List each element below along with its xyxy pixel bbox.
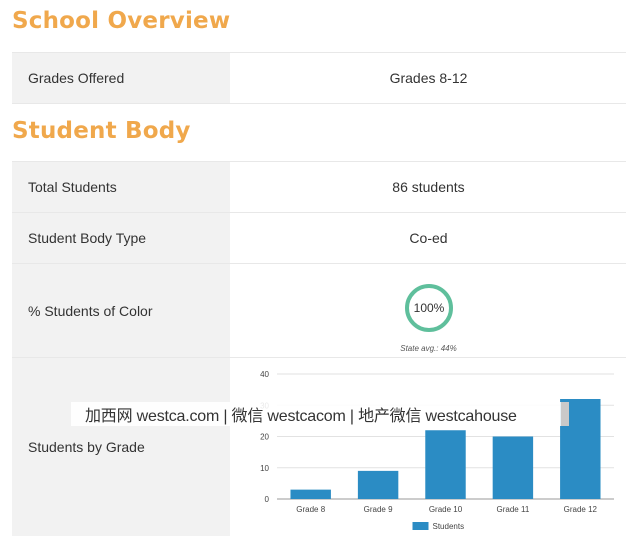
bar-grade-10 xyxy=(425,430,466,499)
grades-offered-row: Grades Offered Grades 8-12 xyxy=(12,53,626,103)
y-tick-label: 10 xyxy=(260,464,269,473)
students-of-color-value-cell: 100% State avg.: 44% xyxy=(231,264,626,357)
grades-offered-value: Grades 8-12 xyxy=(389,70,468,86)
legend-swatch xyxy=(412,522,429,530)
total-students-value: 86 students xyxy=(392,179,465,195)
divider xyxy=(12,212,626,213)
student-body-type-row: Student Body Type Co-ed xyxy=(12,213,626,263)
percentage-value: 100% xyxy=(413,301,445,315)
divider xyxy=(12,52,626,53)
bar-grade-11 xyxy=(492,436,534,499)
state-average: State avg.: 44% xyxy=(400,344,457,353)
students-by-grade-row: Students by Grade 010203040Grade 8Grade … xyxy=(12,358,626,536)
watermark-edge xyxy=(561,402,569,426)
grades-offered-label: Grades Offered xyxy=(12,53,230,103)
students-of-color-row: % Students of Color 100% State avg.: 44% xyxy=(12,264,626,357)
divider xyxy=(12,357,626,358)
y-tick-label: 20 xyxy=(260,433,269,442)
students-by-grade-label: Students by Grade xyxy=(12,358,230,536)
total-students-row: Total Students 86 students xyxy=(12,162,626,212)
student-body-type-value: Co-ed xyxy=(409,230,448,246)
x-tick-label: Grade 12 xyxy=(564,505,598,514)
watermark-text: 加西网 westca.com | 微信 westcacom | 地产微信 wes… xyxy=(85,408,517,425)
x-tick-label: Grade 8 xyxy=(296,505,325,514)
students-of-color-label: % Students of Color xyxy=(12,264,230,357)
school-overview-heading: School Overview xyxy=(12,8,231,34)
y-tick-label: 0 xyxy=(265,495,270,504)
legend-label: Students xyxy=(433,522,465,531)
watermark-banner: 加西网 westca.com | 微信 westcacom | 地产微信 wes… xyxy=(71,402,569,426)
divider xyxy=(12,161,626,162)
divider xyxy=(12,263,626,264)
x-tick-label: Grade 10 xyxy=(429,505,463,514)
student-body-heading: Student Body xyxy=(12,118,191,144)
bar-grade-8 xyxy=(290,489,331,499)
y-tick-label: 40 xyxy=(260,370,269,379)
x-tick-label: Grade 11 xyxy=(497,505,530,514)
x-tick-label: Grade 9 xyxy=(364,505,393,514)
student-body-type-label: Student Body Type xyxy=(12,213,230,263)
bar-grade-9 xyxy=(357,470,399,499)
divider xyxy=(12,103,626,104)
percentage-ring: 100% xyxy=(405,284,453,332)
total-students-label: Total Students xyxy=(12,162,230,212)
